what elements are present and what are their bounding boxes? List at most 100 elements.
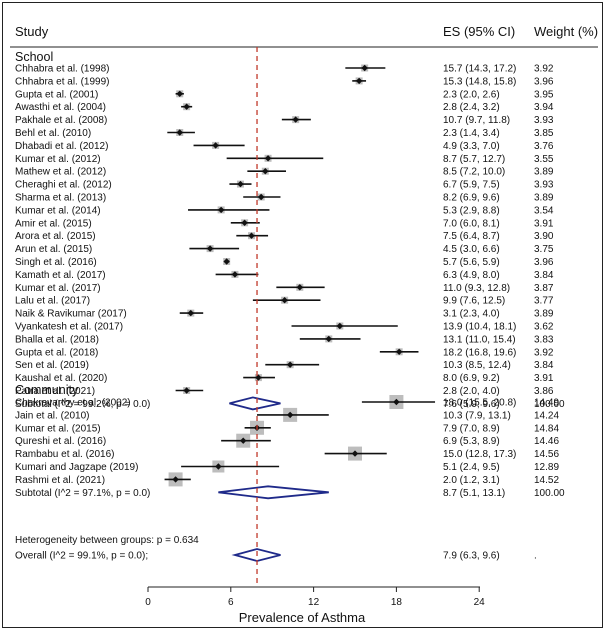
study-label: Naik & Ravikumar (2017) [15, 309, 127, 320]
study-label: Mathew et al. (2012) [15, 167, 106, 178]
study-weight: 3.83 [534, 334, 554, 345]
study-es-ci: 7.9 (7.0, 8.9) [443, 423, 500, 434]
study-point-estimate [217, 206, 225, 214]
study-es-ci: 18.0 (15.5, 20.8) [443, 398, 516, 409]
study-weight: 3.84 [534, 360, 554, 371]
community-subtotal-diamond [218, 485, 329, 500]
study-label: Gupta et al. (2001) [15, 89, 98, 100]
study-es-ci: 6.3 (4.9, 8.0) [443, 270, 500, 281]
study-weight: 3.93 [534, 180, 554, 191]
community-subtotal-label: Subtotal (I^2 = 97.1%, p = 0.0) [15, 488, 150, 499]
study-label: Lalu et al. (2017) [15, 296, 90, 307]
study-point-estimate [240, 437, 247, 444]
header-es: ES (95% CI) [443, 24, 515, 39]
study-point-estimate [241, 219, 248, 226]
study-label: Kumar et al. (2012) [15, 154, 101, 165]
study-weight: 3.75 [534, 244, 554, 255]
study-weight: 3.92 [534, 347, 554, 358]
study-es-ci: 8.0 (6.9, 9.2) [443, 373, 500, 384]
study-es-ci: 13.9 (10.4, 18.1) [443, 322, 516, 333]
study-es-ci: 15.7 (14.3, 17.2) [443, 64, 516, 75]
study-es-ci: 8.5 (7.2, 10.0) [443, 167, 505, 178]
study-weight: 14.24 [534, 410, 559, 421]
x-tick-label: 24 [474, 597, 486, 608]
study-label: Kaushal et al. (2020) [15, 373, 107, 384]
header-study: Study [15, 24, 49, 39]
study-label: Amir et al. (2015) [15, 218, 92, 229]
study-point-estimate [231, 271, 239, 278]
study-label: Singh et al. (2016) [15, 257, 97, 268]
study-es-ci: 11.0 (9.3, 12.8) [443, 283, 510, 294]
study-point-estimate [286, 361, 294, 368]
study-point-estimate [264, 155, 272, 162]
study-weight: 3.89 [534, 309, 554, 320]
school-subtotal-diamond [229, 396, 281, 411]
study-label: Chhabra et al. (1998) [15, 64, 110, 75]
study-weight: 12.89 [534, 462, 559, 473]
study-point-estimate [393, 398, 400, 406]
study-label: Sen et al. (2019) [15, 360, 89, 371]
study-weight: 3.91 [534, 218, 554, 229]
study-weight: 14.84 [534, 423, 559, 434]
study-label: Kumari and Jagzape (2019) [15, 462, 138, 473]
school-subtotal-label: Subtotal (I^2 = 99.2%, p = 0.0) [15, 399, 150, 410]
study-label: Chakravarthy et al. (2002) [15, 398, 131, 409]
community-subtotal-weight: 100.00 [534, 488, 565, 499]
study-weight: 3.90 [534, 231, 554, 242]
x-tick-label: 6 [228, 597, 234, 608]
study-point-estimate [248, 232, 255, 239]
study-point-estimate [361, 64, 368, 72]
school-subtotal-weight: 100.00 [534, 399, 565, 410]
study-es-ci: 8.7 (5.7, 12.7) [443, 154, 505, 165]
study-point-estimate [296, 284, 303, 291]
study-es-ci: 5.1 (2.4, 9.5) [443, 462, 500, 473]
study-es-ci: 2.8 (2.0, 4.0) [443, 386, 500, 397]
study-label: Kamath et al. (2017) [15, 270, 106, 281]
study-weight: 3.91 [534, 373, 554, 384]
study-label: Sharma et al. (2013) [15, 193, 106, 204]
study-weight: 3.96 [534, 76, 554, 87]
x-tick-label: 0 [145, 597, 151, 608]
study-label: Rambabu et al. (2016) [15, 449, 115, 460]
study-weight: 3.87 [534, 283, 554, 294]
study-weight: 3.94 [534, 102, 554, 113]
study-point-estimate [262, 168, 269, 175]
study-es-ci: 5.3 (2.9, 8.8) [443, 205, 500, 216]
study-weight: 3.55 [534, 154, 554, 165]
study-point-estimate [176, 90, 183, 97]
study-label: Rashmi et al. (2021) [15, 475, 105, 486]
heterogeneity-text: Heterogeneity between groups: p = 0.634 [15, 535, 199, 546]
study-point-estimate [176, 129, 183, 136]
study-weight: 3.84 [534, 270, 554, 281]
study-point-estimate [183, 387, 190, 394]
study-weight: 3.86 [534, 386, 554, 397]
study-point-estimate [187, 309, 194, 317]
study-point-estimate [257, 193, 265, 201]
study-point-estimate [355, 77, 363, 85]
study-es-ci: 2.3 (2.0, 2.6) [443, 89, 500, 100]
study-label: Vyankatesh et al. (2017) [15, 322, 123, 333]
study-point-estimate [286, 411, 294, 419]
study-es-ci: 3.1 (2.3, 4.0) [443, 309, 500, 320]
school-subtotal-es-ci: 7.6 (5.9, 9.6) [443, 399, 500, 410]
study-point-estimate [172, 476, 179, 483]
x-tick-label: 12 [308, 597, 320, 608]
header-weight: Weight (%) [534, 24, 598, 39]
study-label: Kumar et al. (2017) [15, 283, 101, 294]
overall-diamond [231, 548, 281, 562]
study-es-ci: 10.7 (9.7, 11.8) [443, 115, 510, 126]
study-label: Jain et al. (2010) [15, 410, 90, 421]
study-label: Gupta et al. (2018) [15, 347, 98, 358]
study-point-estimate [183, 103, 190, 110]
study-weight: 14.52 [534, 475, 559, 486]
study-es-ci: 8.2 (6.9, 9.6) [443, 193, 500, 204]
study-point-estimate [281, 297, 288, 304]
study-point-estimate [206, 245, 214, 252]
study-label: Patra et al. (2021) [15, 386, 95, 397]
study-es-ci: 2.8 (2.4, 3.2) [443, 102, 500, 113]
overall-es-ci: 7.9 (6.3, 9.6) [443, 551, 500, 562]
study-point-estimate [336, 322, 344, 330]
